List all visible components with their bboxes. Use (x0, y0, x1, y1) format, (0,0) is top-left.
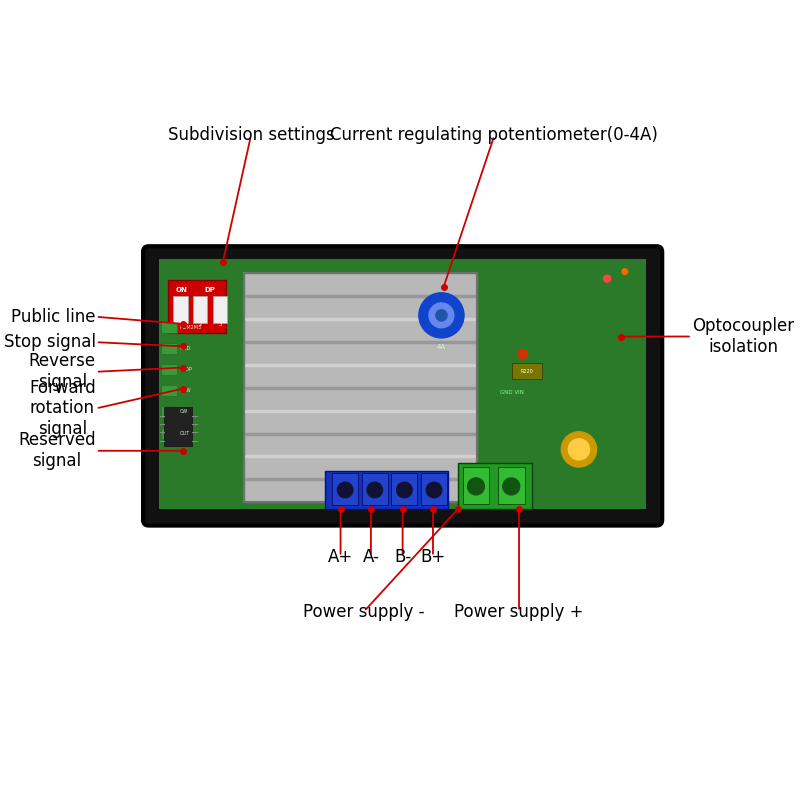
Bar (462, 467, 490, 504)
Text: Power supply +: Power supply + (454, 602, 584, 621)
Text: B+: B+ (420, 547, 446, 566)
Bar (174, 296, 187, 323)
Circle shape (568, 438, 590, 460)
Circle shape (467, 478, 485, 495)
Circle shape (338, 482, 353, 498)
Bar (162, 343, 177, 354)
Bar (362, 474, 388, 505)
Circle shape (622, 269, 628, 274)
Text: R220: R220 (521, 369, 533, 374)
Bar (162, 364, 177, 375)
Text: Power supply -: Power supply - (303, 602, 425, 621)
Text: B-: B- (394, 547, 411, 566)
Text: Optocoupler
isolation: Optocoupler isolation (692, 317, 794, 356)
Bar (162, 322, 177, 333)
FancyBboxPatch shape (143, 246, 662, 526)
Text: DP: DP (205, 287, 215, 293)
Circle shape (367, 482, 382, 498)
Bar (159, 259, 646, 510)
Bar (193, 296, 207, 323)
Text: 1: 1 (178, 322, 182, 327)
Circle shape (429, 303, 454, 328)
Text: Reverse
signal: Reverse signal (29, 352, 96, 391)
Text: Forward
rotation
signal: Forward rotation signal (29, 378, 96, 438)
Text: GND: GND (180, 346, 191, 351)
Bar (164, 407, 193, 446)
Circle shape (419, 293, 464, 338)
Text: A-: A- (362, 547, 379, 566)
Text: ON: ON (175, 287, 187, 293)
Bar (244, 273, 477, 502)
Text: 4A: 4A (437, 343, 446, 350)
Bar (421, 474, 447, 505)
Text: A+: A+ (328, 547, 353, 566)
Bar (169, 280, 226, 333)
Text: GND VIN: GND VIN (500, 390, 524, 395)
Text: Public line: Public line (11, 308, 96, 326)
Bar (458, 463, 532, 510)
Circle shape (518, 350, 527, 359)
Circle shape (436, 310, 447, 321)
Bar (244, 273, 477, 502)
Text: Reserved
signal: Reserved signal (18, 431, 96, 470)
Text: CW: CW (180, 410, 188, 414)
Text: STOP: STOP (180, 367, 193, 372)
Bar (213, 296, 227, 323)
Circle shape (502, 478, 520, 495)
Circle shape (562, 432, 597, 467)
Circle shape (604, 275, 610, 282)
Text: 3: 3 (218, 322, 222, 327)
Text: 2: 2 (198, 322, 202, 327)
Text: Current regulating potentiometer(0-4A): Current regulating potentiometer(0-4A) (330, 126, 658, 145)
Text: Subdivision settings: Subdivision settings (168, 126, 334, 145)
Bar (512, 363, 542, 379)
Text: OUT: OUT (180, 430, 190, 436)
Text: Stop signal: Stop signal (4, 333, 96, 351)
Bar (162, 406, 177, 418)
Bar (162, 385, 177, 397)
Circle shape (426, 482, 442, 498)
Bar (162, 427, 177, 438)
Text: CCW: CCW (180, 388, 191, 394)
Bar (498, 467, 525, 504)
Bar (332, 474, 358, 505)
Bar (391, 474, 418, 505)
Text: M1M2M3: M1M2M3 (180, 325, 202, 330)
Bar (325, 470, 449, 510)
Circle shape (397, 482, 412, 498)
